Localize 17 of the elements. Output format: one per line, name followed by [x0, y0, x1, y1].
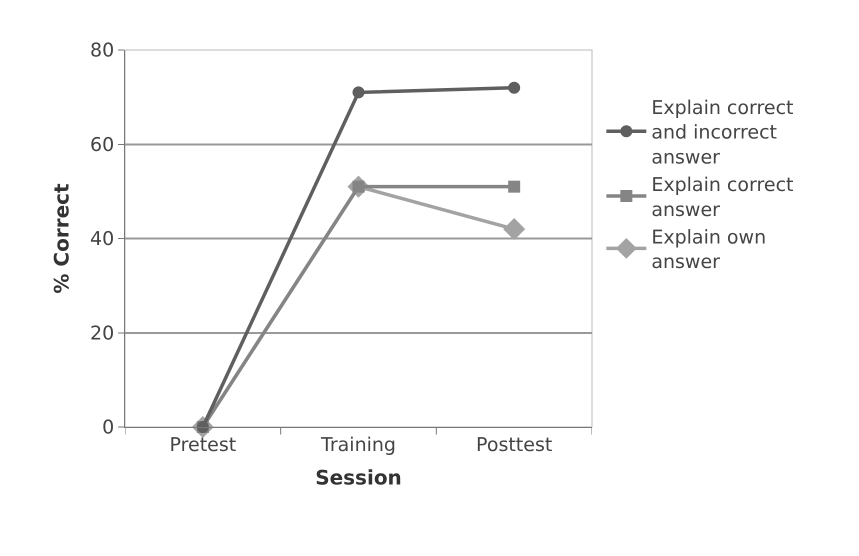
x-tick-label: Posttest	[476, 434, 552, 456]
y-tick-label: 60	[90, 134, 114, 156]
legend-label: Explain correct answer	[651, 174, 794, 221]
y-tick-label: 80	[90, 40, 114, 62]
point	[508, 180, 520, 193]
x-tick-label: Pretest	[169, 434, 236, 456]
x-tick-label: Training	[320, 434, 396, 456]
legend-label: Explain own answer	[651, 226, 766, 274]
y-axis-title: % Correct	[50, 183, 74, 294]
point	[508, 82, 520, 94]
y-tick-label: 20	[90, 322, 114, 344]
y-tick-label: 0	[102, 416, 114, 439]
point	[503, 218, 526, 240]
x-axis-title: Session	[315, 465, 402, 490]
legend-label: Explain correct and incorrect answer	[651, 96, 794, 168]
y-tick-label: 40	[90, 228, 114, 250]
point	[352, 86, 364, 98]
